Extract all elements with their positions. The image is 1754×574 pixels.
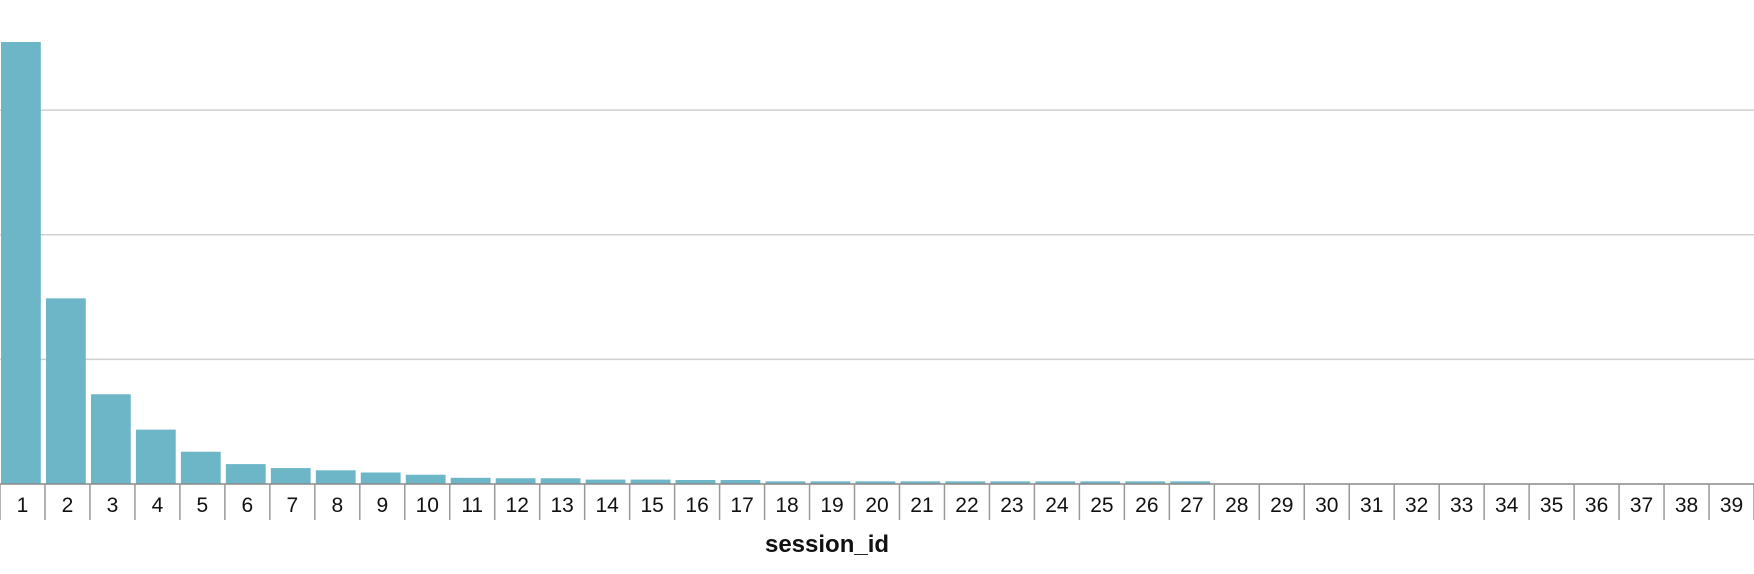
bar-6[interactable] [225, 464, 266, 484]
bar-1[interactable] [1, 42, 41, 484]
gridlines [0, 109, 1754, 361]
x-tick-label-19: 19 [820, 494, 843, 517]
bar-3[interactable] [90, 394, 131, 484]
x-tick-label-38: 38 [1675, 494, 1698, 517]
bar-4[interactable] [135, 429, 176, 484]
x-tick-label-10: 10 [416, 494, 439, 517]
x-tick-label-21: 21 [910, 494, 933, 517]
x-tick-label-6: 6 [242, 494, 254, 517]
bar-23[interactable] [990, 481, 1031, 484]
x-tick-label-7: 7 [286, 494, 298, 517]
x-tick-label-29: 29 [1270, 494, 1293, 517]
bar-14[interactable] [585, 479, 626, 484]
x-axis-title: session_id [765, 531, 889, 558]
bar-16[interactable] [675, 480, 716, 484]
bar-26[interactable] [1125, 481, 1166, 484]
bar-22[interactable] [945, 481, 986, 484]
bar-10[interactable] [405, 474, 446, 484]
x-tick-label-31: 31 [1360, 494, 1383, 517]
bar-25[interactable] [1080, 481, 1121, 484]
x-tick-label-11: 11 [461, 494, 483, 517]
x-tick-label-14: 14 [595, 494, 619, 517]
x-tick-label-12: 12 [506, 494, 529, 517]
x-tick-label-35: 35 [1540, 494, 1563, 517]
x-tick-label-25: 25 [1090, 494, 1113, 517]
x-tick-label-39: 39 [1720, 494, 1743, 517]
x-axis-ticks: 1 2 3 4 5 6 7 8 9 10 11 12 13 14 15 16 17 18 19 20 21 22 23 24 2… [0, 484, 1754, 520]
x-tick-label-33: 33 [1450, 494, 1473, 517]
x-tick-label-2: 2 [62, 494, 74, 517]
x-tick-label-28: 28 [1225, 494, 1248, 517]
bar-17[interactable] [720, 480, 761, 484]
bar-5[interactable] [180, 451, 221, 484]
x-tick-label-20: 20 [865, 494, 888, 517]
bar-15[interactable] [630, 479, 671, 484]
bars [1, 42, 1211, 484]
x-tick-label-15: 15 [640, 494, 663, 517]
bar-27[interactable] [1170, 481, 1211, 484]
x-tick-label-3: 3 [107, 494, 119, 517]
x-tick-label-13: 13 [550, 494, 573, 517]
x-tick-label-1: 1 [17, 494, 29, 517]
x-tick-label-4: 4 [152, 494, 164, 517]
bar-13[interactable] [540, 478, 581, 484]
x-tick-label-23: 23 [1000, 494, 1023, 517]
x-tick-label-24: 24 [1045, 494, 1069, 517]
bar-9[interactable] [360, 472, 401, 484]
x-tick-label-32: 32 [1405, 494, 1428, 517]
x-tick-label-27: 27 [1180, 494, 1203, 517]
bar-20[interactable] [855, 481, 896, 484]
bar-12[interactable] [495, 478, 536, 484]
x-tick-label-37: 37 [1630, 494, 1653, 517]
x-tick-label-36: 36 [1585, 494, 1608, 517]
x-tick-label-30: 30 [1315, 494, 1338, 517]
x-tick-label-22: 22 [955, 494, 978, 517]
x-tick-label-16: 16 [685, 494, 708, 517]
bar-11[interactable] [450, 477, 491, 484]
bar-2[interactable] [45, 298, 86, 484]
bar-18[interactable] [765, 481, 806, 484]
bar-21[interactable] [900, 481, 941, 484]
bar-7[interactable] [270, 468, 311, 484]
bar-24[interactable] [1035, 481, 1076, 484]
x-tick-label-5: 5 [197, 494, 209, 517]
bar-19[interactable] [810, 481, 851, 484]
x-tick-label-9: 9 [376, 494, 388, 517]
bar-8[interactable] [315, 470, 356, 484]
x-tick-label-17: 17 [730, 494, 753, 517]
x-tick-label-8: 8 [331, 494, 343, 517]
x-tick-label-18: 18 [775, 494, 798, 517]
x-tick-label-26: 26 [1135, 494, 1158, 517]
x-tick-label-34: 34 [1495, 494, 1519, 517]
